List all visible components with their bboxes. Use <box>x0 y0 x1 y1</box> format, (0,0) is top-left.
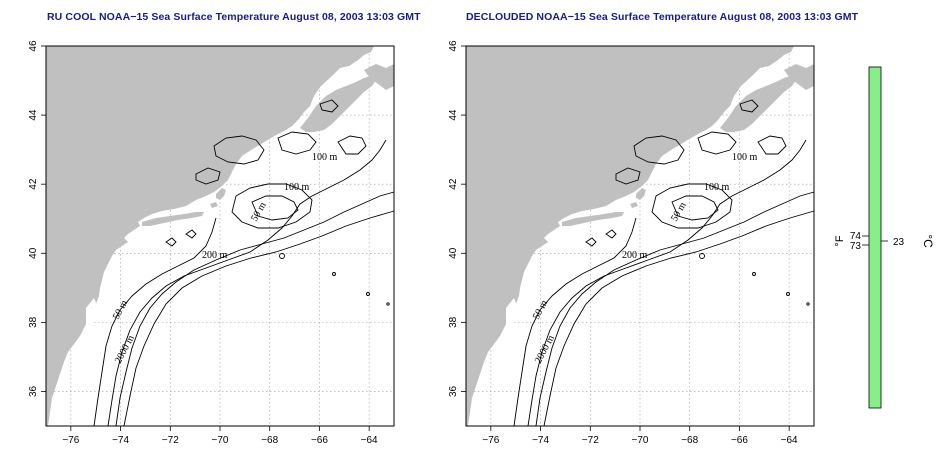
latitude-tick-label: 44 <box>28 109 39 121</box>
right-map-panel: −76 −74 −72 −70 −68 −66 −64 36 38 40 42 44 46 <box>448 40 815 446</box>
left-grid <box>46 45 394 426</box>
latitude-tick-label: 36 <box>28 385 39 397</box>
contour-label: 100 m <box>312 152 338 163</box>
longitude-tick-label: −68 <box>261 435 278 446</box>
longitude-tick-label: −74 <box>112 435 129 446</box>
longitude-tick-label: −64 <box>781 435 798 446</box>
longitude-tick-label: −72 <box>162 435 179 446</box>
longitude-tick-label: −74 <box>532 435 549 446</box>
latitude-tick-label: 40 <box>448 247 459 259</box>
contour-label: 100 m <box>732 152 758 163</box>
longitude-tick-label: −64 <box>361 435 378 446</box>
celsius-unit-label: °C <box>921 234 935 248</box>
longitude-tick-label: −70 <box>632 435 649 446</box>
latitude-tick-label: 42 <box>448 178 459 190</box>
right-grid <box>466 45 814 426</box>
fahrenheit-tick-label: 74 <box>850 231 862 242</box>
longitude-tick-label: −76 <box>62 435 79 446</box>
longitude-tick-label: −66 <box>731 435 748 446</box>
contour-label: 100 m <box>704 182 730 193</box>
longitude-tick-label: −70 <box>212 435 229 446</box>
left-panel-title: RU COOL NOAA−15 Sea Surface Temperature … <box>47 11 421 23</box>
latitude-tick-label: 44 <box>448 109 459 121</box>
left-axis-ticks: −76 −74 −72 −70 −68 −66 −64 36 38 40 42 44 46 <box>28 40 378 446</box>
longitude-tick-label: −76 <box>482 435 499 446</box>
contour-label: 200 m <box>622 250 648 261</box>
contour-label: 100 m <box>284 182 310 193</box>
right-panel-title: DECLOUDED NOAA−15 Sea Surface Temperatur… <box>466 11 859 23</box>
longitude-tick-label: −68 <box>681 435 698 446</box>
fahrenheit-unit-label: °F <box>834 235 846 246</box>
right-axis-ticks: −76 −74 −72 −70 −68 −66 −64 36 38 40 42 44 46 <box>448 40 798 446</box>
latitude-tick-label: 46 <box>448 40 459 52</box>
scale-color-bar <box>868 66 882 409</box>
temperature-scale: 74 73 23 °F °C <box>834 66 935 409</box>
left-map-panel: −76 −74 −72 −70 −68 −66 −64 36 38 40 42 44 46 <box>28 40 395 446</box>
fahrenheit-tick-label: 73 <box>850 241 862 252</box>
longitude-tick-label: −66 <box>311 435 328 446</box>
latitude-tick-label: 38 <box>28 316 39 328</box>
latitude-tick-label: 36 <box>448 385 459 397</box>
latitude-tick-label: 46 <box>28 40 39 52</box>
contour-label: 200 m <box>202 250 228 261</box>
latitude-tick-label: 42 <box>28 178 39 190</box>
longitude-tick-label: −72 <box>582 435 599 446</box>
celsius-tick-label: 23 <box>893 237 905 248</box>
latitude-tick-label: 40 <box>28 247 39 259</box>
latitude-tick-label: 38 <box>448 316 459 328</box>
